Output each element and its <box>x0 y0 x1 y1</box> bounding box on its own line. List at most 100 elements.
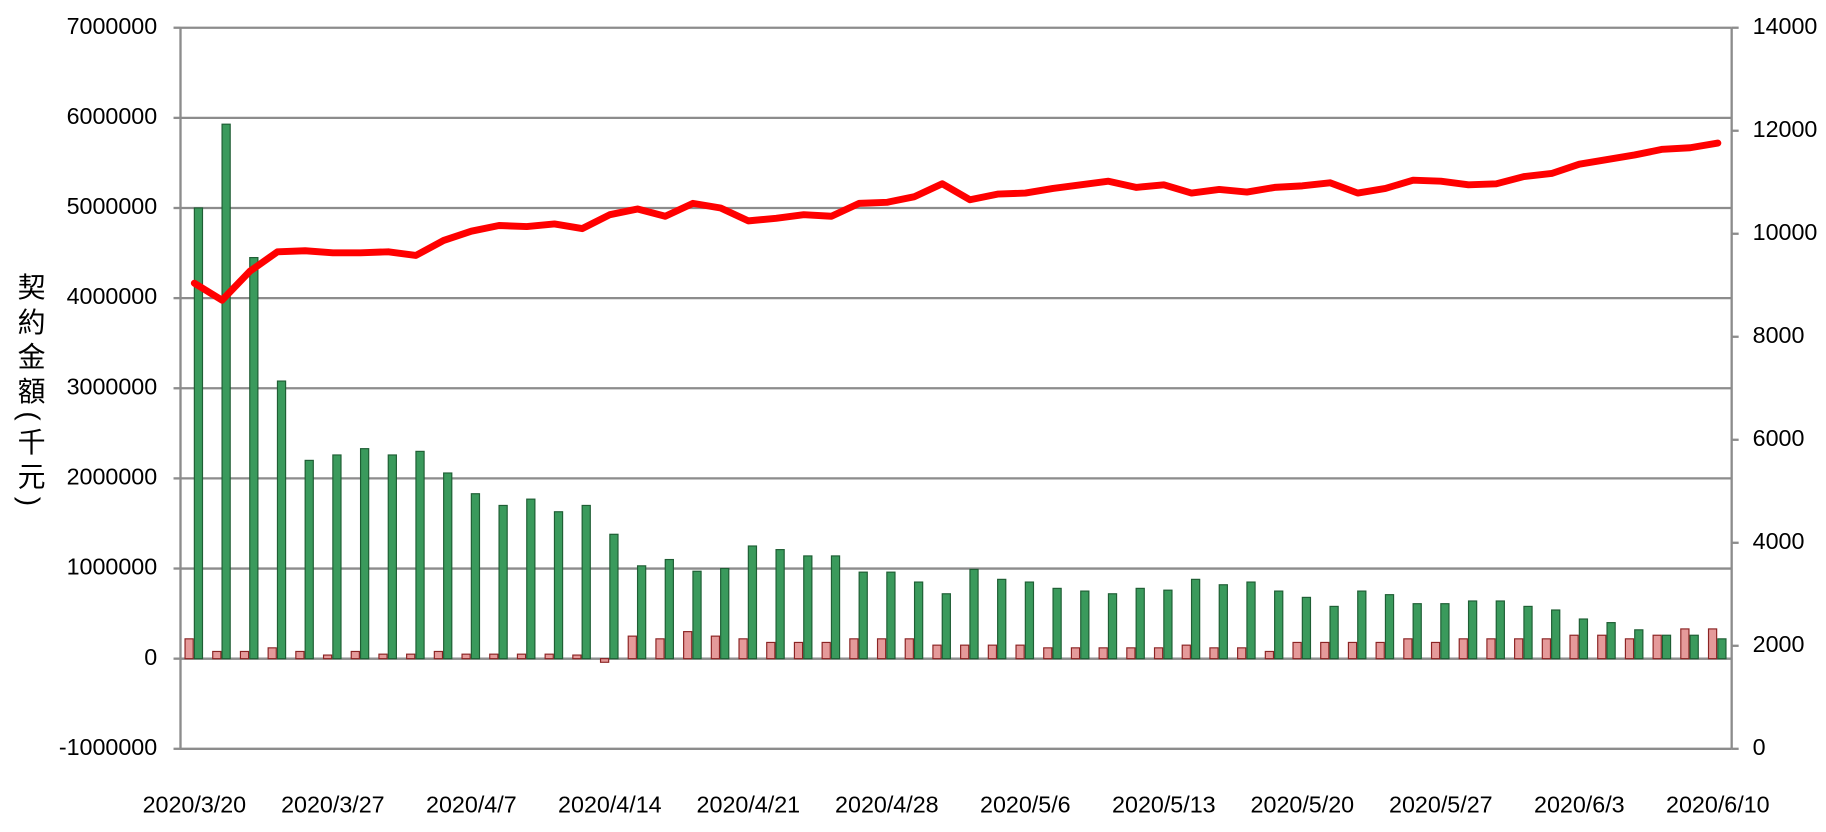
y2-tick-label: 6000 <box>1753 425 1805 451</box>
x-tick-label: 2020/4/21 <box>697 792 801 818</box>
x-tick-label: 2020/4/14 <box>558 792 662 818</box>
bar <box>1467 600 1478 660</box>
x-tick-label: 2020/5/6 <box>980 792 1071 818</box>
y-tick-label: 3000000 <box>67 373 158 399</box>
bar <box>747 545 758 660</box>
bar <box>858 571 868 660</box>
bar <box>526 498 536 660</box>
bar <box>738 638 748 660</box>
y-tick-label: 2000000 <box>67 464 158 490</box>
bar <box>378 653 388 660</box>
bar <box>1458 638 1468 660</box>
bar <box>1569 634 1579 660</box>
bar <box>876 638 887 660</box>
bar <box>184 638 194 660</box>
bar <box>1375 641 1385 660</box>
bar <box>1680 628 1690 660</box>
y2-tick-label: 4000 <box>1753 528 1805 554</box>
y2-tick-label: 0 <box>1753 734 1766 760</box>
bar <box>683 631 693 660</box>
bar <box>913 581 924 660</box>
y-tick-label: 4000000 <box>67 283 158 309</box>
bar <box>489 653 499 660</box>
bar <box>239 650 250 660</box>
bar <box>932 644 942 660</box>
bar <box>1440 603 1450 660</box>
bar <box>904 638 914 660</box>
bar <box>1301 596 1312 660</box>
bar <box>1126 647 1136 660</box>
bar <box>1347 641 1358 660</box>
bar <box>830 555 841 660</box>
x-tick-label: 2020/3/27 <box>281 792 385 818</box>
bar <box>1163 589 1173 660</box>
bar <box>1717 638 1727 660</box>
bar <box>1403 638 1413 660</box>
bar <box>193 207 204 660</box>
bar <box>1015 644 1025 660</box>
bar <box>1412 603 1422 660</box>
bar <box>997 578 1007 660</box>
bar <box>221 123 231 660</box>
bar <box>1624 638 1635 660</box>
bar <box>1578 618 1589 660</box>
y-tick-label: -1000000 <box>59 734 157 760</box>
bar <box>1707 628 1718 660</box>
bar <box>322 654 333 660</box>
bar <box>553 511 564 660</box>
bar <box>461 653 471 660</box>
bar <box>1689 634 1699 660</box>
bar <box>470 493 481 660</box>
bar <box>267 647 277 660</box>
bar <box>406 653 416 660</box>
y-tick-label: 7000000 <box>67 13 158 39</box>
bar <box>664 558 674 660</box>
bar <box>1661 634 1672 660</box>
y2-tick-label: 14000 <box>1753 13 1818 39</box>
bar <box>1190 578 1201 660</box>
bar <box>627 635 637 660</box>
bar <box>1634 629 1644 660</box>
bar <box>295 650 305 660</box>
y-tick-label: 5000000 <box>67 193 158 219</box>
bar <box>1024 581 1035 660</box>
y-tick-label: 0 <box>144 644 157 670</box>
bar <box>655 638 665 660</box>
y2-tick-label: 10000 <box>1753 219 1818 245</box>
bar <box>1514 638 1524 660</box>
bar <box>969 568 979 660</box>
bar <box>1597 634 1607 660</box>
bar <box>1218 584 1228 660</box>
bar <box>1495 600 1505 660</box>
x-tick-label: 2020/5/27 <box>1389 792 1493 818</box>
bar <box>1264 650 1275 660</box>
bar <box>1209 647 1219 660</box>
bar <box>387 454 397 660</box>
bar <box>581 504 591 660</box>
bar <box>359 448 370 660</box>
bar <box>1070 647 1081 660</box>
y2-tick-label: 2000 <box>1753 631 1805 657</box>
bar <box>1541 638 1552 660</box>
bar <box>544 653 554 660</box>
bar <box>1274 590 1284 660</box>
bar <box>803 555 813 660</box>
bar <box>692 570 702 660</box>
bar <box>636 565 647 660</box>
bar <box>960 644 970 660</box>
bar <box>720 567 730 660</box>
x-tick-label: 2020/6/10 <box>1666 792 1770 818</box>
bar <box>572 654 582 660</box>
bar <box>276 380 287 660</box>
bar <box>212 650 222 660</box>
bar <box>775 549 785 660</box>
bar <box>1551 609 1561 660</box>
bar <box>1107 593 1118 660</box>
bar <box>304 459 314 660</box>
bar <box>433 650 444 660</box>
bar <box>821 641 831 660</box>
y-tick-label: 6000000 <box>67 103 158 129</box>
bar <box>498 504 508 660</box>
bar <box>1606 622 1616 660</box>
